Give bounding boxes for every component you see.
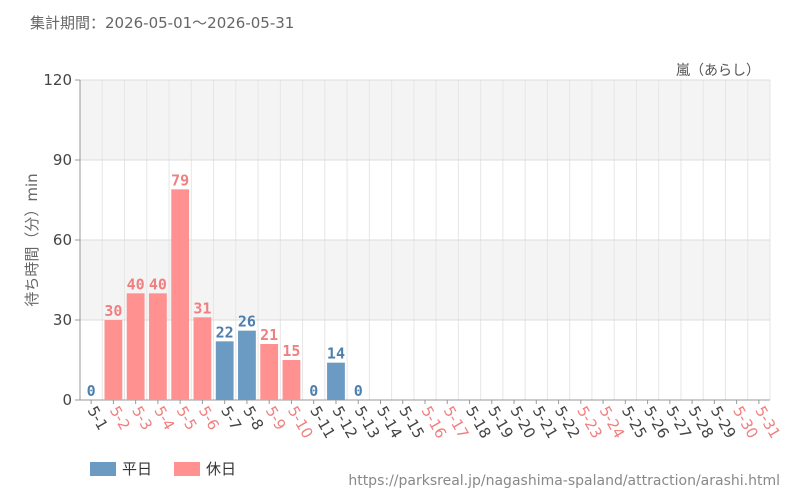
plot-band [80, 240, 770, 320]
legend-item-holiday: 休日 [174, 458, 236, 479]
bar-value-label: 0 [87, 382, 96, 400]
bar-value-label: 40 [127, 275, 145, 293]
y-tick-label: 90 [53, 151, 72, 169]
y-tick-label: 0 [62, 391, 72, 409]
x-tick-label: 5-7 [217, 403, 245, 433]
legend-label-holiday: 休日 [206, 460, 237, 478]
bar-5-3 [126, 293, 145, 400]
y-tick-label: 120 [43, 71, 72, 89]
legend-swatch-weekday [90, 461, 116, 476]
y-tick-label: 60 [53, 231, 72, 249]
plot-band [80, 160, 770, 240]
x-tick-label: 5-6 [195, 403, 223, 433]
period-text: 集計期間：2026-05-01～2026-05-31 [30, 14, 295, 32]
x-tick-label: 5-9 [262, 403, 290, 433]
x-tick-label: 5-2 [106, 403, 134, 433]
bar-value-label: 22 [216, 323, 234, 341]
bar-value-label: 0 [309, 382, 318, 400]
bar-value-label: 0 [354, 382, 363, 400]
attraction-name: 嵐（あらし） [676, 63, 760, 79]
bar-5-8 [238, 330, 256, 400]
plot-band [80, 80, 770, 160]
legend: 平日 休日 [90, 458, 236, 479]
bar-5-9 [260, 344, 279, 400]
source-url: https://parksreal.jp/nagashima-spaland/a… [348, 473, 780, 489]
bar-5-4 [149, 293, 167, 400]
legend-label-weekday: 平日 [122, 460, 153, 478]
legend-swatch-holiday [174, 461, 201, 476]
bar-5-12 [327, 362, 345, 400]
bar-value-label: 30 [104, 302, 122, 320]
x-tick-label: 5-5 [173, 403, 201, 433]
bar-value-label: 14 [327, 345, 345, 363]
x-tick-label: 5-3 [128, 403, 156, 433]
bar-value-label: 15 [282, 342, 300, 360]
x-tick-label: 5-4 [150, 403, 178, 433]
bar-5-5 [171, 189, 190, 400]
legend-item-weekday: 平日 [90, 458, 152, 479]
bar-value-label: 40 [149, 275, 167, 293]
bar-value-label: 79 [171, 171, 189, 189]
bar-value-label: 31 [193, 299, 211, 317]
bar-5-7 [215, 341, 234, 400]
bar-5-6 [193, 317, 212, 400]
y-axis-title: 待ち時間（分）min [23, 173, 41, 306]
bar-value-label: 26 [238, 313, 256, 331]
y-tick-label: 30 [53, 311, 72, 329]
bar-value-label: 21 [260, 326, 278, 344]
bar-5-2 [104, 320, 123, 400]
bar-5-10 [282, 360, 301, 400]
x-tick-label: 5-8 [239, 403, 267, 433]
x-tick-label: 5-1 [84, 403, 112, 433]
